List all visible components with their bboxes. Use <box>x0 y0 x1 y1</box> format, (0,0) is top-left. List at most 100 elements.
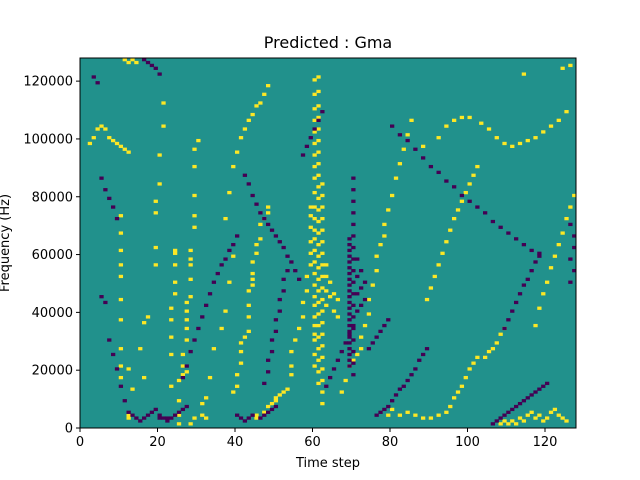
heatmap-cell-high <box>118 364 124 368</box>
heatmap-cell-high <box>169 318 174 322</box>
heatmap-cell-low <box>525 396 530 400</box>
heatmap-cell-high <box>548 410 554 414</box>
heatmap-cell-high <box>428 286 434 290</box>
heatmap-cell-high <box>355 352 360 357</box>
heatmap-cell-low <box>533 390 538 394</box>
heatmap-cell-high <box>467 367 472 371</box>
x-axis-label: Time step <box>295 456 360 471</box>
heatmap-cell-high <box>494 136 499 140</box>
heatmap-cell-high <box>308 205 313 209</box>
heatmap-cell-high <box>386 208 391 212</box>
heatmap-cell-low <box>514 237 519 241</box>
heatmap-cell-high <box>246 303 251 307</box>
heatmap-cell-low <box>118 384 124 388</box>
heatmap-cell-high <box>324 289 329 293</box>
heatmap-cell-high <box>316 89 321 94</box>
heatmap-cell-low <box>347 271 352 276</box>
heatmap-cell-high <box>180 352 186 357</box>
heatmap-cell-low <box>533 260 538 264</box>
heatmap-cell-high <box>552 407 558 412</box>
heatmap-cell-high <box>498 422 503 426</box>
heatmap-cell-low <box>161 416 166 420</box>
heatmap-cell-low <box>347 332 352 336</box>
heatmap-cell-high <box>180 364 186 368</box>
heatmap-cell-high <box>192 225 197 229</box>
heatmap-cell-high <box>316 323 321 328</box>
heatmap-cell-high <box>316 138 321 143</box>
heatmap-cell-low <box>386 404 391 409</box>
heatmap-cell-low <box>351 222 356 227</box>
heatmap-cell-low <box>300 153 306 157</box>
heatmap-cell-high <box>316 370 321 374</box>
heatmap-cell-low <box>374 335 379 339</box>
heatmap-cell-high <box>316 335 321 339</box>
heatmap-cell-low <box>347 254 352 258</box>
heatmap-cell-low <box>262 381 267 386</box>
heatmap-cell-low <box>180 407 186 412</box>
heatmap-cell-high <box>192 164 197 169</box>
heatmap-cell-high <box>262 92 267 96</box>
heatmap-cell-high <box>521 419 527 423</box>
heatmap-cell-high <box>316 277 321 281</box>
heatmap-cell-high <box>99 124 104 128</box>
heatmap-cell-high <box>308 240 313 244</box>
heatmap-cell-low <box>351 303 356 307</box>
heatmap-cell-high <box>126 413 131 417</box>
x-tick-label: 40 <box>227 435 244 450</box>
heatmap-cell-low <box>490 422 496 426</box>
x-tick-label: 80 <box>382 435 399 450</box>
heatmap-cell-low <box>366 347 372 351</box>
heatmap-cell-low <box>122 399 127 403</box>
heatmap-cell-low <box>111 205 116 209</box>
heatmap-cell-high <box>320 344 325 348</box>
heatmap-cell-high <box>204 416 209 420</box>
heatmap-cell-high <box>316 289 321 293</box>
heatmap-cell-high <box>122 58 127 62</box>
heatmap-cell-high <box>308 225 313 229</box>
heatmap-cell-high <box>362 323 368 328</box>
heatmap-cell-low <box>359 269 364 273</box>
heatmap-cell-high <box>266 211 271 215</box>
heatmap-cell-high <box>335 297 341 302</box>
heatmap-cell-low <box>157 72 162 76</box>
heatmap-cell-low <box>142 58 147 62</box>
heatmap-cell-high <box>312 176 317 180</box>
heatmap-cell-high <box>118 297 124 302</box>
heatmap-cell-low <box>91 75 96 79</box>
heatmap-cell-low <box>351 292 356 296</box>
heatmap-cell-high <box>498 332 503 336</box>
heatmap-cell-high <box>320 378 325 383</box>
heatmap-cell-high <box>312 164 317 169</box>
heatmap-cell-low <box>510 309 515 313</box>
heatmap-cell-high <box>312 205 317 209</box>
heatmap-cell-high <box>258 237 263 241</box>
heatmap-cell-low <box>347 358 352 362</box>
heatmap-cell-high <box>266 404 271 409</box>
heatmap-cell-low <box>355 309 360 313</box>
heatmap-cell-high <box>459 115 465 120</box>
heatmap-cell-low <box>537 251 542 255</box>
heatmap-cell-high <box>545 280 550 284</box>
heatmap-cell-high <box>118 214 124 218</box>
heatmap-cell-high <box>405 410 410 414</box>
heatmap-cell-high <box>560 231 565 235</box>
heatmap-cell-low <box>273 404 279 409</box>
heatmap-cell-low <box>374 413 379 417</box>
heatmap-cell-high <box>118 263 124 267</box>
heatmap-cell-high <box>312 78 317 82</box>
heatmap-cell-high <box>254 251 259 255</box>
heatmap-cell-high <box>153 211 158 215</box>
heatmap-cell-high <box>316 208 321 212</box>
heatmap-cell-low <box>572 269 577 273</box>
heatmap-cell-high <box>304 289 310 293</box>
heatmap-cell-low <box>506 318 511 322</box>
heatmap-cell-high <box>432 274 437 279</box>
heatmap-cell-high <box>436 413 441 417</box>
heatmap-cell-high <box>300 315 306 319</box>
heatmap-cell-high <box>320 263 325 267</box>
heatmap-cell-low <box>262 413 267 417</box>
heatmap-cell-low <box>378 329 383 334</box>
heatmap-cell-high <box>316 358 321 362</box>
heatmap-cell-high <box>455 208 461 212</box>
